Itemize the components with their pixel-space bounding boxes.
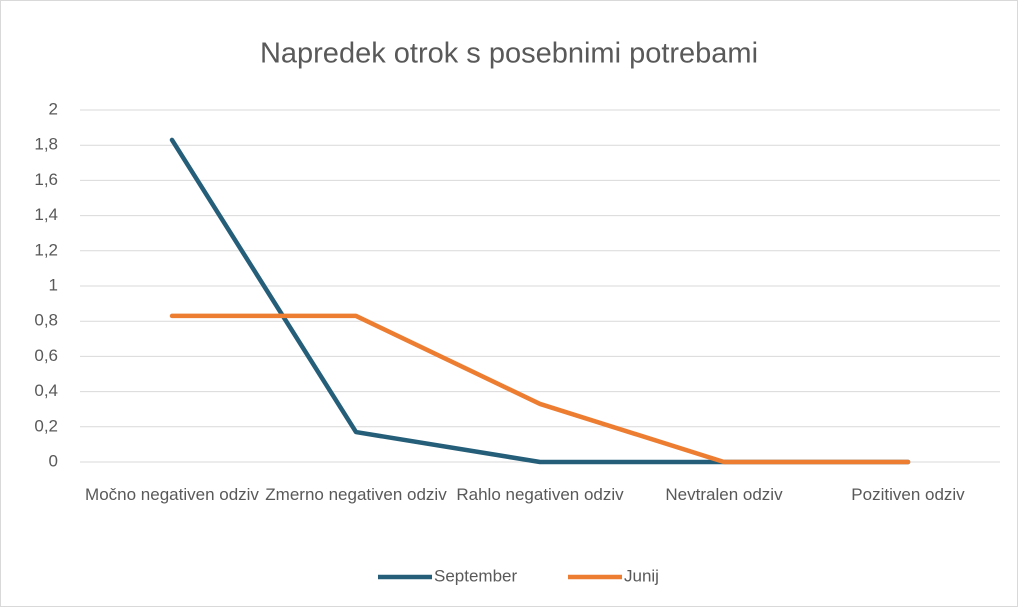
y-tick-label: 1,6 bbox=[34, 170, 58, 189]
series-line bbox=[169, 313, 911, 465]
y-tick-label: 2 bbox=[49, 99, 58, 118]
y-tick-label: 0 bbox=[49, 451, 58, 470]
chart-title: Napredek otrok s posebnimi potrebami bbox=[260, 38, 758, 70]
y-tick-label: 0,2 bbox=[34, 416, 58, 435]
x-tick-label: Zmerno negativen odziv bbox=[265, 485, 447, 504]
x-tick-label: Nevtralen odziv bbox=[665, 485, 783, 504]
y-tick-label: 1,8 bbox=[34, 135, 58, 154]
x-tick-label: Močno negativen odziv bbox=[85, 485, 259, 504]
y-tick-label: 1,4 bbox=[34, 205, 58, 224]
legend-label: September bbox=[434, 566, 517, 585]
x-tick-label: Pozitiven odziv bbox=[851, 485, 965, 504]
y-tick-label: 0,4 bbox=[34, 381, 58, 400]
x-tick-label: Rahlo negativen odziv bbox=[456, 485, 624, 504]
y-tick-label: 0,6 bbox=[34, 346, 58, 365]
y-tick-label: 1 bbox=[49, 275, 58, 294]
legend-label: Junij bbox=[624, 566, 659, 585]
y-tick-label: 0,8 bbox=[34, 311, 58, 330]
y-tick-label: 1,2 bbox=[34, 240, 58, 259]
